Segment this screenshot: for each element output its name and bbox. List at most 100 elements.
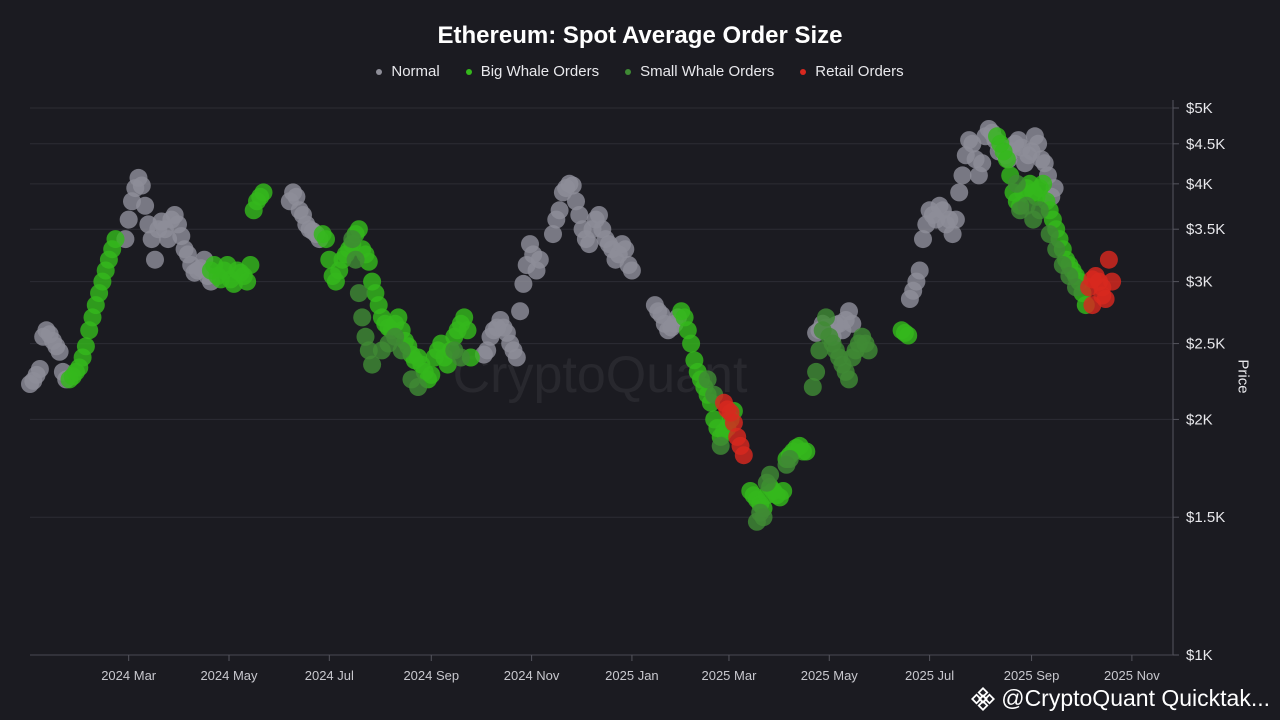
normal-point xyxy=(963,134,982,153)
legend-item-small-whale[interactable]: Small Whale Orders xyxy=(625,63,774,80)
retail-point xyxy=(734,446,753,465)
big-whale-point xyxy=(422,365,441,384)
big-whale-point xyxy=(774,482,793,500)
legend-item-big-whale[interactable]: Big Whale Orders xyxy=(465,63,600,80)
legend-marker xyxy=(465,68,472,75)
normal-point xyxy=(973,154,992,173)
big-whale-point xyxy=(317,230,335,249)
small-whale-point xyxy=(780,450,799,468)
normal-point xyxy=(1029,134,1048,153)
small-whale-point xyxy=(1030,201,1049,220)
big-whale-point xyxy=(254,183,273,202)
normal-point xyxy=(530,250,549,269)
normal-point xyxy=(50,342,69,361)
small-whale-point xyxy=(1067,278,1085,297)
big-whale-point xyxy=(76,337,95,356)
normal-point xyxy=(567,192,585,211)
normal-point xyxy=(30,360,49,378)
small-whale-point xyxy=(409,378,428,396)
y-tick-label: $3K xyxy=(1186,274,1213,291)
legend-label: Big Whale Orders xyxy=(480,63,600,80)
small-whale-point xyxy=(356,327,375,346)
normal-point xyxy=(580,235,599,254)
y-tick-label: $4K xyxy=(1186,176,1213,193)
normal-point xyxy=(953,166,972,185)
normal-point xyxy=(622,261,641,280)
y-tick-label: $3.5K xyxy=(1186,221,1225,238)
x-tick-label: 2025 May xyxy=(801,668,859,683)
big-whale-point xyxy=(797,442,816,461)
big-whale-point xyxy=(1034,174,1053,193)
binance-logo-icon xyxy=(971,686,996,711)
y-tick-label: $1.5K xyxy=(1186,509,1225,526)
legend-item-retail[interactable]: Retail Orders xyxy=(800,63,904,80)
normal-point xyxy=(514,274,533,293)
x-tick-label: 2024 Mar xyxy=(101,668,157,683)
x-tick-label: 2024 May xyxy=(200,668,258,683)
big-whale-point xyxy=(899,326,918,345)
small-whale-point xyxy=(754,508,773,527)
small-whale-point xyxy=(859,341,878,360)
normal-point xyxy=(590,206,608,224)
x-tick-label: 2024 Jul xyxy=(305,668,354,683)
footer-attribution: @CryptoQuant Quicktak... xyxy=(971,685,1270,712)
legend-label: Retail Orders xyxy=(815,63,904,80)
x-tick-label: 2025 Jul xyxy=(905,668,954,683)
big-whale-point xyxy=(106,230,125,249)
small-whale-point xyxy=(817,308,835,327)
small-whale-point xyxy=(807,362,826,381)
normal-point xyxy=(544,225,562,244)
normal-point xyxy=(570,206,589,224)
footer-text: @CryptoQuant Quicktak... xyxy=(1001,685,1270,711)
normal-point xyxy=(616,240,635,259)
y-tick-label: $2K xyxy=(1186,411,1213,428)
normal-point xyxy=(843,314,862,333)
legend-marker xyxy=(376,68,383,75)
normal-point xyxy=(136,196,155,215)
data-points xyxy=(21,120,1122,531)
y-tick-label: $1K xyxy=(1186,647,1213,664)
small-whale-point xyxy=(392,341,411,360)
normal-point xyxy=(478,341,497,360)
normal-point xyxy=(287,187,306,206)
legend: Normal Big Whale Orders Small Whale Orde… xyxy=(0,63,1280,80)
x-tick-label: 2025 Jan xyxy=(605,668,659,683)
big-whale-point xyxy=(238,272,257,291)
big-whale-point xyxy=(359,252,378,271)
small-whale-point xyxy=(1007,174,1026,193)
big-whale-point xyxy=(438,355,457,374)
normal-point xyxy=(119,210,138,229)
normal-point xyxy=(146,250,164,269)
retail-point xyxy=(724,413,743,432)
retail-point xyxy=(1099,250,1118,269)
small-whale-point xyxy=(698,370,717,389)
x-tick-label: 2024 Sep xyxy=(403,668,459,683)
axes: $1K $1.5K $2K $2.5K $3K $3.5K $4K $4.5K $5K 2024 … xyxy=(30,100,1225,683)
legend-marker xyxy=(625,68,632,75)
big-whale-point xyxy=(682,334,701,353)
chart-title: Ethereum: Spot Average Order Size xyxy=(437,22,843,49)
small-whale-point xyxy=(1040,225,1059,244)
small-whale-point xyxy=(363,355,382,374)
normal-point xyxy=(507,348,526,367)
y-axis-title: Price xyxy=(1234,359,1252,394)
normal-point xyxy=(511,302,530,321)
legend-item-normal[interactable]: Normal xyxy=(376,63,440,80)
big-whale-point xyxy=(458,321,477,340)
big-whale-point xyxy=(997,150,1016,169)
small-whale-point xyxy=(803,378,822,396)
normal-point xyxy=(950,183,969,202)
x-tick-label: 2025 Nov xyxy=(1104,668,1160,683)
legend-marker xyxy=(800,68,807,75)
normal-point xyxy=(946,210,965,229)
y-tick-label: $4.5K xyxy=(1186,136,1225,153)
y-tick-label: $2.5K xyxy=(1186,336,1225,353)
x-tick-label: 2024 Nov xyxy=(504,668,560,683)
normal-point xyxy=(910,261,929,280)
x-tick-label: 2025 Mar xyxy=(701,668,757,683)
small-whale-point xyxy=(1047,240,1066,259)
small-whale-point xyxy=(840,370,858,389)
normal-point xyxy=(943,225,962,244)
normal-point xyxy=(914,230,932,249)
